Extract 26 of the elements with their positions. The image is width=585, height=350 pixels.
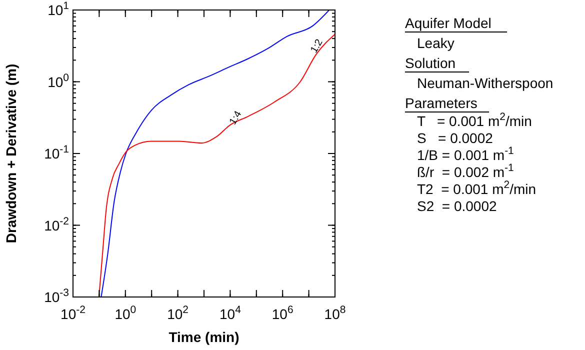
text: T = 0.001 m$^{2}$/min [417, 111, 532, 129]
annotation: 1:4 [228, 108, 244, 127]
text: Neuman-Witherspoon [417, 75, 554, 91]
text: Leaky [417, 35, 454, 51]
x-tick-label: 10$^{8}$ [324, 304, 346, 322]
text: S = 0.0002 [417, 130, 494, 146]
y-tick-label: 10$^{-1}$ [44, 144, 70, 162]
x-tick-label: 10$^{6}$ [272, 304, 294, 322]
text: Solution [405, 55, 456, 71]
x-tick-label: 10$^{-2}$ [60, 304, 86, 322]
text: S2 = 0.0002 [417, 198, 498, 214]
y-tick-label: 10$^{1}$ [48, 0, 70, 18]
y-tick-label: 10$^{-3}$ [44, 287, 70, 305]
text: 1/B = 0.001 m$^{-1}$ [417, 145, 514, 163]
annotation: 1:2 [308, 37, 326, 56]
x-tick-label: 10$^{0}$ [114, 304, 136, 322]
text: Aquifer Model [405, 15, 492, 31]
y-tick-label: 10$^{0}$ [48, 72, 70, 90]
text: T2 = 0.001 m$^{2}$/min [417, 179, 536, 197]
x-tick-label: 10$^{2}$ [167, 304, 189, 322]
x-axis-title: Time (min) [168, 329, 240, 345]
x-tick-label: 10$^{4}$ [219, 304, 242, 322]
text: ß/r = 0.002 m$^{-1}$ [417, 162, 514, 180]
y-axis-title: Drawdown + Derivative (m) [3, 64, 19, 244]
y-tick-label: 10$^{-2}$ [44, 215, 70, 234]
text: Parameters [405, 95, 478, 111]
